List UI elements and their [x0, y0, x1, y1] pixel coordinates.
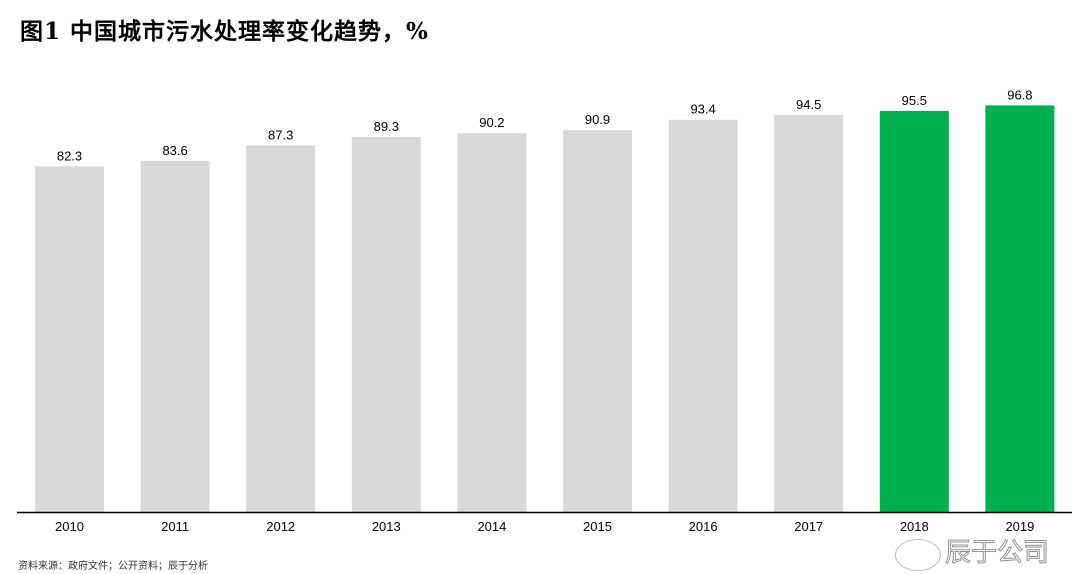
x-tick-label-2014: 2014 — [477, 519, 506, 534]
bar-2012 — [246, 145, 316, 512]
x-tick-label-2015: 2015 — [583, 519, 612, 534]
x-tick-label-2013: 2013 — [372, 519, 401, 534]
data-label-2012: 87.3 — [268, 127, 293, 142]
data-label-2016: 93.4 — [690, 102, 715, 117]
data-label-2014: 90.2 — [479, 115, 504, 130]
x-tick-label-2012: 2012 — [266, 519, 295, 534]
bar-2016 — [668, 119, 738, 512]
data-label-2015: 90.9 — [585, 112, 610, 127]
source-note: 资料来源：政府文件；公开资料；辰于分析 — [18, 561, 208, 572]
data-label-2013: 89.3 — [374, 119, 399, 134]
x-tick-label-2018: 2018 — [900, 519, 929, 534]
bar-2011 — [140, 160, 210, 512]
data-label-2010: 82.3 — [57, 148, 82, 163]
x-tick-label-2016: 2016 — [689, 519, 718, 534]
wechat-icon — [895, 539, 941, 571]
data-label-2019: 96.8 — [1007, 87, 1032, 102]
bar-2019 — [985, 105, 1055, 512]
bar-2013 — [351, 136, 421, 512]
watermark: 辰于公司 — [944, 538, 1050, 569]
bar-2017 — [774, 115, 844, 512]
data-label-2011: 83.6 — [162, 143, 187, 158]
x-tick-label-2011: 2011 — [161, 519, 189, 534]
bar-2018 — [879, 110, 949, 513]
bar-2014 — [457, 133, 527, 512]
data-label-2017: 94.5 — [796, 97, 821, 112]
x-tick-label-2019: 2019 — [1005, 519, 1034, 534]
x-tick-label-2017: 2017 — [794, 519, 823, 534]
bar-2010 — [35, 166, 104, 512]
chart-title: 图1 中国城市污水处理率变化趋势，% — [20, 18, 429, 45]
bar-2015 — [563, 130, 632, 512]
data-label-2018: 95.5 — [902, 93, 927, 108]
x-tick-label-2010: 2010 — [55, 519, 84, 534]
